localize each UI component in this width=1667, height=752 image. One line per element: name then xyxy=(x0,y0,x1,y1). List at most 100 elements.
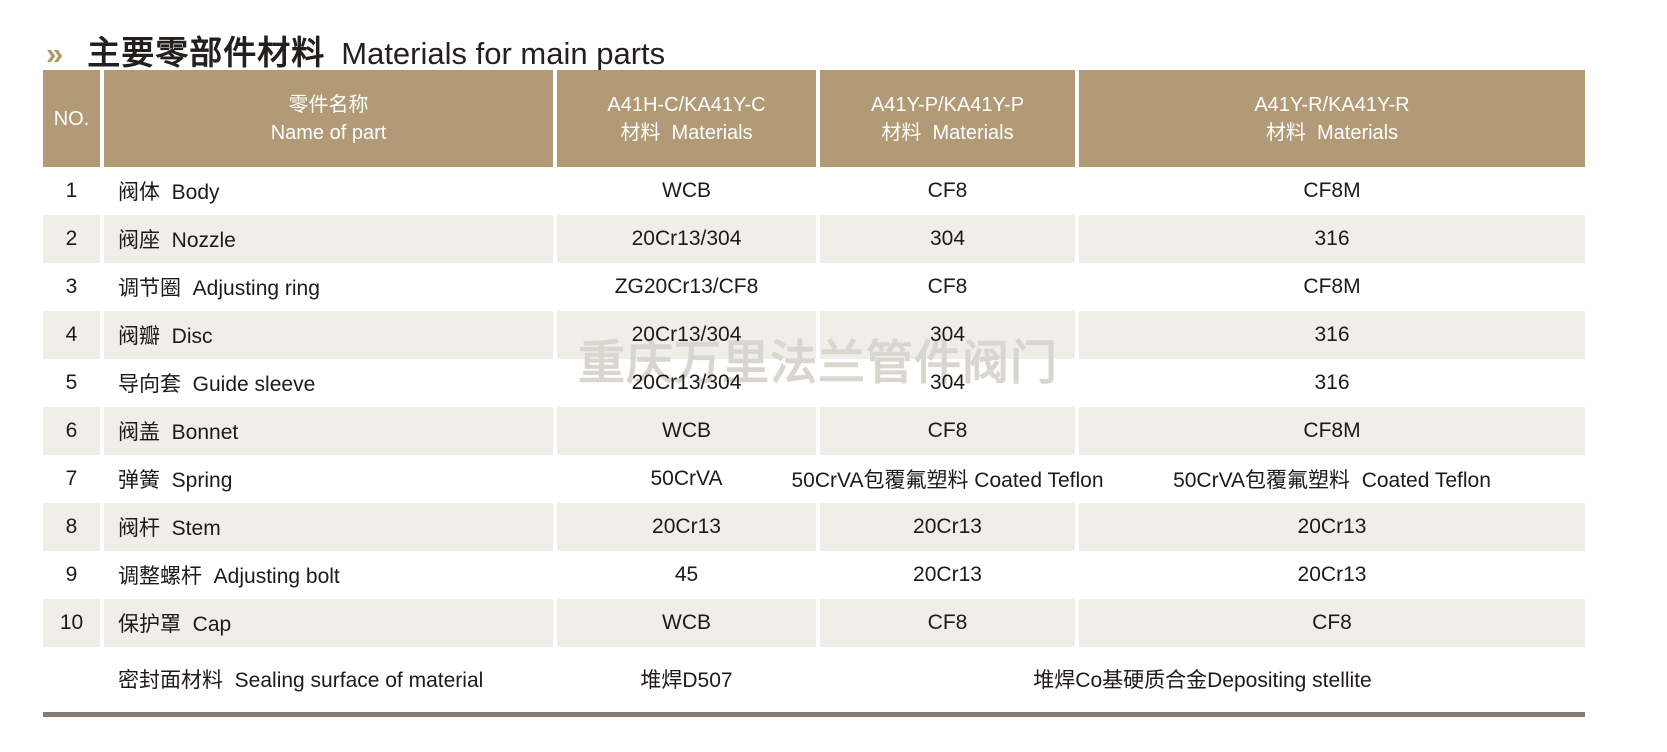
table-row: 2 阀座 Nozzle 20Cr13/304 304 316 xyxy=(43,215,1585,263)
cell-text: CF8 xyxy=(927,419,968,442)
cell-part-name: 弹簧 Spring xyxy=(104,455,553,503)
cell-text: 调节圈 Adjusting ring xyxy=(118,277,320,300)
cell-text: 阀盖 Bonnet xyxy=(118,421,239,444)
cell-part-name: 导向套 Guide sleeve xyxy=(104,359,553,407)
cell-material-pr-merged: 堆焊Co基硬质合金Depositing stellite xyxy=(820,647,1585,710)
header-label-materials: 材料 Materials xyxy=(1265,121,1399,144)
cell-text: CF8 xyxy=(927,275,968,298)
cell-text: 1 xyxy=(65,179,78,202)
cell-no: 5 xyxy=(43,359,100,407)
header-label-model: A41Y-P/KA41Y-P xyxy=(870,93,1025,116)
cell-text: 4 xyxy=(65,323,78,346)
cell-part-name: 保护罩 Cap xyxy=(104,599,553,647)
section-title: » 主要零部件材料 Materials for main parts xyxy=(46,26,665,74)
cell-material-r: 20Cr13 xyxy=(1079,503,1585,551)
cell-text: WCB xyxy=(662,419,711,442)
cell-material-c: WCB xyxy=(557,599,816,647)
cell-text: 50CrVA包覆氟塑料 Coated Teflon xyxy=(791,469,1104,492)
table-row: 10 保护罩 Cap WCB CF8 CF8 xyxy=(43,599,1585,647)
table-row: 5 导向套 Guide sleeve 20Cr13/304 304 316 xyxy=(43,359,1585,407)
cell-part-name: 调节圈 Adjusting ring xyxy=(104,263,553,311)
cell-text: 2 xyxy=(65,227,78,250)
cell-material-c: 45 xyxy=(557,551,816,599)
cell-material-c: WCB xyxy=(557,167,816,215)
cell-no: 6 xyxy=(43,407,100,455)
cell-text: 弹簧 Spring xyxy=(118,469,233,492)
cell-no xyxy=(43,647,100,710)
cell-text: CF8 xyxy=(927,611,968,634)
column-header-a41yr: A41Y-R/KA41Y-R 材料 Materials xyxy=(1079,70,1585,167)
cell-text: 316 xyxy=(1314,323,1350,346)
cell-text: 调整螺杆 Adjusting bolt xyxy=(118,565,340,588)
cell-text: 9 xyxy=(65,563,78,586)
cell-material-c: WCB xyxy=(557,407,816,455)
cell-text: 50CrVA包覆氟塑料 Coated Teflon xyxy=(1173,469,1491,492)
cell-no: 4 xyxy=(43,311,100,359)
cell-text: CF8 xyxy=(1312,611,1352,634)
table-row: 8 阀杆 Stem 20Cr13 20Cr13 20Cr13 xyxy=(43,503,1585,551)
cell-part-name: 阀瓣 Disc xyxy=(104,311,553,359)
materials-table: NO. 零件名称 Name of part A41H-C/KA41Y-C 材料 … xyxy=(43,70,1585,717)
cell-no: 2 xyxy=(43,215,100,263)
cell-material-c: 20Cr13/304 xyxy=(557,359,816,407)
header-label-en: Name of part xyxy=(270,121,387,144)
header-label-model: A41Y-R/KA41Y-R xyxy=(1254,93,1410,116)
cell-material-p: CF8 xyxy=(820,263,1075,311)
cell-text: 10 xyxy=(59,611,84,634)
cell-no: 10 xyxy=(43,599,100,647)
cell-material-p: 20Cr13 xyxy=(820,503,1075,551)
header-label-materials: 材料 Materials xyxy=(620,121,753,144)
cell-material-c: 20Cr13 xyxy=(557,503,816,551)
column-header-a41yp: A41Y-P/KA41Y-P 材料 Materials xyxy=(820,70,1075,167)
cell-material-p: 20Cr13 xyxy=(820,551,1075,599)
cell-material-p: 304 xyxy=(820,215,1075,263)
cell-text: 导向套 Guide sleeve xyxy=(118,373,316,396)
table-row: 3 调节圈 Adjusting ring ZG20Cr13/CF8 CF8 CF8M xyxy=(43,263,1585,311)
cell-text: WCB xyxy=(662,611,711,634)
cell-text: WCB xyxy=(662,179,711,202)
table-bottom-rule xyxy=(43,712,1585,717)
cell-material-r: 20Cr13 xyxy=(1079,551,1585,599)
cell-material-p: 50CrVA包覆氟塑料 Coated Teflon xyxy=(791,455,1103,503)
cell-no: 3 xyxy=(43,263,100,311)
cell-no: 1 xyxy=(43,167,100,215)
cell-material-p: CF8 xyxy=(820,407,1075,455)
header-label-model: A41H-C/KA41Y-C xyxy=(607,93,766,116)
cell-text: 3 xyxy=(65,275,78,298)
cell-no: 9 xyxy=(43,551,100,599)
cell-text: 304 xyxy=(929,323,966,346)
cell-text: 45 xyxy=(674,563,699,586)
cell-part-name: 密封面材料 Sealing surface of material xyxy=(104,647,553,710)
cell-text: CF8M xyxy=(1303,275,1361,298)
double-chevron-icon: » xyxy=(46,36,63,71)
material-text: 堆焊D507 xyxy=(640,668,733,692)
cell-text: 304 xyxy=(929,227,966,250)
column-header-name: 零件名称 Name of part xyxy=(104,70,553,167)
section-title-zh: 主要零部件材料 xyxy=(87,34,326,71)
cell-text: CF8M xyxy=(1303,179,1361,202)
cell-material-r: CF8M xyxy=(1079,263,1585,311)
cell-no: 8 xyxy=(43,503,100,551)
table-row: 6 阀盖 Bonnet WCB CF8 CF8M xyxy=(43,407,1585,455)
cell-material-c: 20Cr13/304 xyxy=(557,215,816,263)
cell-material-r: CF8 xyxy=(1079,599,1585,647)
cell-text: 316 xyxy=(1314,371,1350,394)
cell-material-p: 304 xyxy=(820,311,1075,359)
cell-text: 20Cr13 xyxy=(1297,563,1367,586)
table-row: 9 调整螺杆 Adjusting bolt 45 20Cr13 20Cr13 xyxy=(43,551,1585,599)
cell-material-c: 20Cr13/304 xyxy=(557,311,816,359)
cell-part-name: 阀盖 Bonnet xyxy=(104,407,553,455)
cell-material-c: ZG20Cr13/CF8 xyxy=(557,263,816,311)
header-label-materials: 材料 Materials xyxy=(881,121,1014,144)
column-header-a41hc: A41H-C/KA41Y-C 材料 Materials xyxy=(557,70,816,167)
cell-material-r: CF8M xyxy=(1079,407,1585,455)
cell-text: 20Cr13 xyxy=(1297,515,1367,538)
cell-part-name: 阀座 Nozzle xyxy=(104,215,553,263)
cell-text: CF8M xyxy=(1303,419,1361,442)
cell-text: 20Cr13/304 xyxy=(631,227,742,250)
cell-text: CF8 xyxy=(927,179,968,202)
cell-text: 20Cr13/304 xyxy=(631,371,742,394)
table-body: 1 阀体 Body WCB CF8 CF8M 2 阀座 Nozzle 20Cr13/304 30… xyxy=(43,167,1585,647)
cell-material-c: 堆焊D507 xyxy=(557,647,816,710)
